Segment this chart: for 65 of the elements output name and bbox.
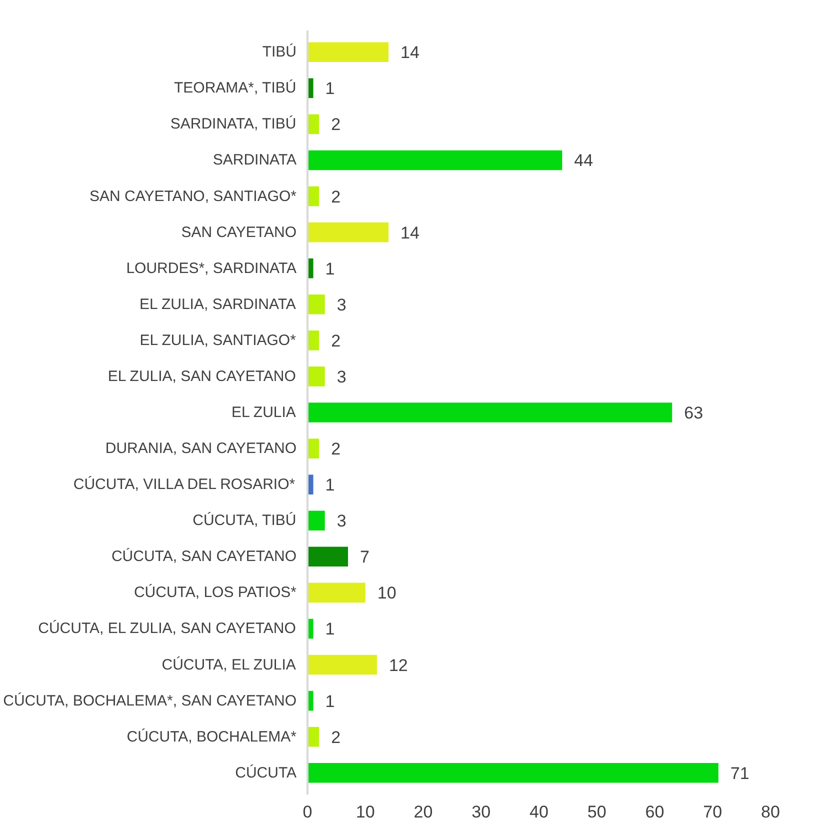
bar [308, 366, 325, 386]
bar [308, 438, 320, 458]
data-label: 7 [360, 548, 370, 567]
x-tick-label: 10 [356, 802, 375, 822]
data-label: 63 [684, 404, 704, 422]
data-label: 2 [331, 187, 341, 206]
y-tick-label: SARDINATA [212, 152, 297, 169]
bar [308, 294, 325, 314]
data-label: 1 [325, 620, 335, 639]
x-tick-label: 70 [703, 802, 722, 822]
x-tick-label: 80 [761, 802, 780, 822]
y-tick-label: SAN CAYETANO [181, 224, 297, 241]
data-label: 1 [325, 692, 335, 711]
y-tick-label: EL ZULIA, SANTIAGO* [140, 332, 296, 349]
y-tick-label: CÚCUTA, EL ZULIA, SAN CAYETANO [38, 619, 296, 638]
x-tick-label: 60 [645, 802, 664, 822]
y-tick-label: DURANIA, SAN CAYETANO [105, 440, 296, 458]
bar [308, 726, 320, 747]
data-label: 2 [331, 440, 341, 459]
data-label: 44 [574, 151, 594, 170]
bar [308, 582, 366, 603]
x-tick-label: 40 [530, 802, 548, 822]
data-label: 71 [730, 764, 750, 783]
bar [308, 546, 348, 567]
bar [308, 150, 562, 170]
bar [308, 222, 389, 242]
data-label: 2 [331, 331, 341, 350]
x-tick-label: 20 [414, 802, 433, 822]
bar [308, 42, 389, 62]
y-tick-label: CÚCUTA, BOCHALEMA* [126, 727, 297, 746]
y-tick-label: CÚCUTA, EL ZULIA [162, 655, 296, 674]
data-label: 2 [331, 115, 341, 134]
y-tick-label: CÚCUTA, VILLA DEL ROSARIO* [73, 475, 296, 494]
y-tick-label: CÚCUTA [235, 763, 297, 782]
bar [308, 654, 377, 675]
y-tick-label: CÚCUTA, BOCHALEMA*, SAN CAYETANO [3, 691, 297, 710]
bar [308, 762, 718, 783]
y-tick-label: TIBÚ [262, 42, 297, 61]
data-label: 12 [388, 656, 408, 675]
y-tick-label: CÚCUTA, SAN CAYETANO [111, 547, 297, 566]
bar [308, 330, 320, 350]
x-tick-label: 0 [302, 802, 312, 822]
data-label: 3 [336, 295, 346, 314]
y-tick-label: CÚCUTA, LOS PATIOS* [134, 583, 297, 602]
y-tick-label: LOURDES*, SARDINATA [126, 260, 296, 277]
bar [308, 510, 325, 531]
y-tick-label: TEORAMA*, TIBÚ [174, 78, 296, 97]
bar [308, 402, 672, 422]
data-label: 1 [325, 259, 335, 278]
y-tick-label: CÚCUTA, TIBÚ [192, 511, 296, 530]
x-tick-label: 50 [587, 802, 606, 822]
data-label: 3 [336, 367, 346, 386]
x-tick-label: 30 [472, 802, 491, 822]
data-label: 2 [331, 728, 341, 747]
data-label: 1 [325, 476, 335, 495]
y-tick-label: EL ZULIA, SARDINATA [140, 296, 296, 313]
y-tick-label: EL ZULIA [231, 404, 296, 421]
y-tick-label: SAN CAYETANO, SANTIAGO* [90, 188, 297, 205]
data-label: 10 [377, 584, 396, 603]
y-tick-label: EL ZULIA, SAN CAYETANO [108, 368, 296, 385]
data-label: 14 [400, 43, 420, 62]
data-label: 1 [325, 79, 335, 98]
data-label: 3 [336, 512, 346, 531]
y-tick-label: SARDINATA, TIBÚ [170, 114, 296, 133]
data-label: 14 [400, 223, 420, 242]
